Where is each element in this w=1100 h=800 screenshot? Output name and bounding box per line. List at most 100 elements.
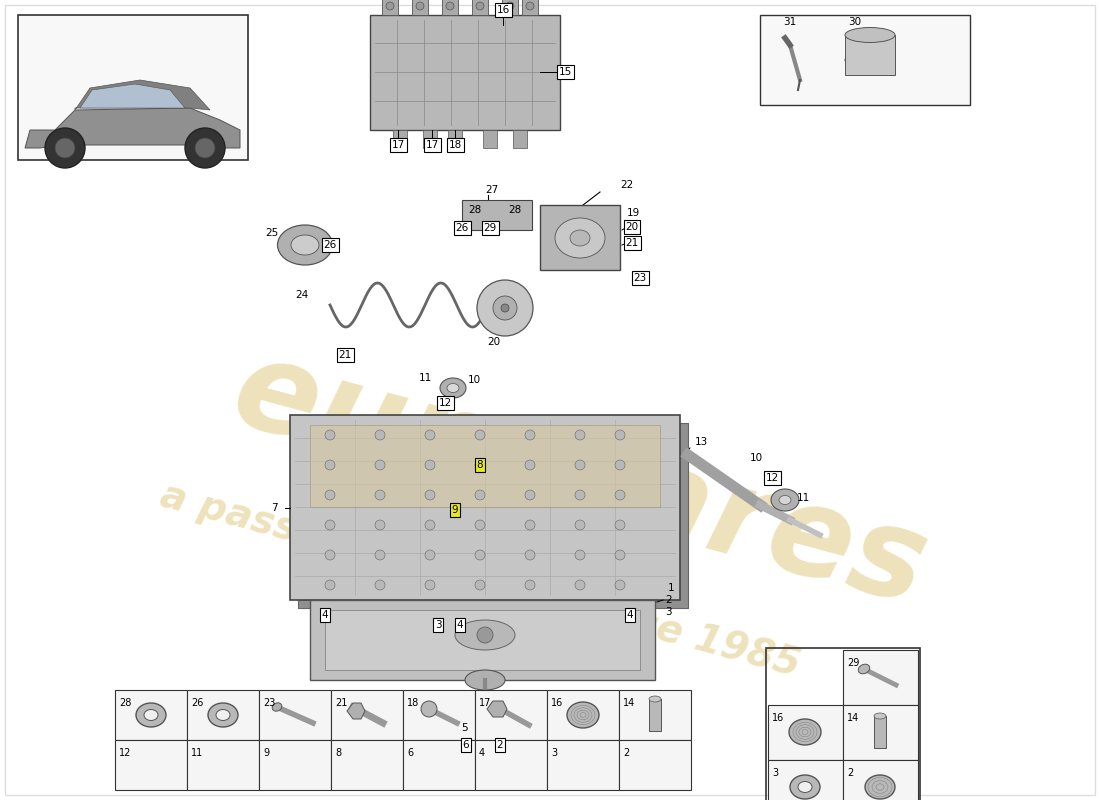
Bar (547, 740, 619, 790)
Ellipse shape (865, 775, 895, 799)
Circle shape (525, 520, 535, 530)
Text: 4: 4 (321, 610, 328, 620)
Bar (874, 716, 886, 748)
Bar (760, 15, 970, 105)
Text: 21: 21 (336, 698, 348, 708)
Circle shape (575, 490, 585, 500)
Bar (18, 15, 248, 160)
Text: 14: 14 (623, 698, 636, 708)
Text: 9: 9 (452, 505, 459, 515)
Text: 31: 31 (783, 17, 796, 27)
Bar (619, 690, 691, 740)
Circle shape (324, 490, 336, 500)
Text: 28: 28 (508, 205, 521, 215)
Text: 18: 18 (449, 140, 462, 150)
Bar (331, 690, 403, 740)
Ellipse shape (477, 707, 493, 733)
Circle shape (615, 460, 625, 470)
Text: 20: 20 (487, 337, 500, 347)
Text: 29: 29 (483, 223, 496, 233)
Circle shape (324, 520, 336, 530)
Text: 3: 3 (551, 748, 557, 758)
Text: 3: 3 (666, 607, 672, 617)
Ellipse shape (144, 710, 158, 721)
Circle shape (525, 550, 535, 560)
Circle shape (575, 550, 585, 560)
Circle shape (475, 430, 485, 440)
Bar (370, 15, 560, 130)
Circle shape (375, 580, 385, 590)
Bar (845, 35, 895, 75)
Bar (258, 740, 331, 790)
Text: 16: 16 (551, 698, 563, 708)
Bar (324, 610, 640, 670)
Circle shape (425, 460, 435, 470)
Ellipse shape (566, 702, 600, 728)
Text: 8: 8 (476, 460, 483, 470)
Text: 28: 28 (469, 205, 482, 215)
Text: a passion for parts since 1985: a passion for parts since 1985 (156, 476, 804, 684)
Bar (310, 425, 660, 507)
Text: 3: 3 (772, 768, 778, 778)
Circle shape (615, 550, 625, 560)
Circle shape (475, 520, 485, 530)
Circle shape (45, 128, 85, 168)
Bar (442, 0, 458, 15)
Text: 26: 26 (455, 223, 469, 233)
Circle shape (185, 128, 226, 168)
Text: 9: 9 (263, 748, 270, 758)
Polygon shape (487, 701, 507, 717)
Bar (310, 600, 654, 680)
Text: 12: 12 (766, 473, 779, 483)
Circle shape (55, 138, 75, 158)
Bar (290, 415, 680, 600)
Bar (382, 0, 398, 15)
Text: 20: 20 (626, 222, 639, 232)
Bar (540, 205, 620, 270)
Bar (187, 690, 258, 740)
Bar (472, 0, 488, 15)
Bar (187, 740, 258, 790)
Circle shape (575, 460, 585, 470)
Circle shape (493, 296, 517, 320)
Text: 24: 24 (295, 290, 308, 300)
Text: 23: 23 (263, 698, 275, 708)
Text: 2: 2 (847, 768, 854, 778)
Ellipse shape (798, 782, 812, 793)
Ellipse shape (845, 27, 895, 42)
Text: 10: 10 (750, 453, 763, 463)
Bar (502, 0, 518, 15)
Bar (768, 760, 843, 800)
Bar (462, 200, 532, 230)
Bar (424, 130, 437, 148)
Ellipse shape (858, 664, 870, 674)
Circle shape (615, 580, 625, 590)
Text: 14: 14 (847, 713, 859, 723)
Ellipse shape (570, 230, 590, 246)
Bar (513, 130, 527, 148)
Circle shape (416, 2, 424, 10)
Circle shape (446, 2, 454, 10)
Text: 2: 2 (666, 595, 672, 605)
Bar (298, 423, 688, 608)
Text: 3: 3 (434, 620, 441, 630)
Ellipse shape (845, 53, 895, 67)
Text: 12: 12 (439, 398, 452, 408)
Bar (522, 0, 538, 15)
Bar (843, 760, 918, 800)
Ellipse shape (649, 696, 661, 702)
Circle shape (386, 2, 394, 10)
Bar (483, 130, 497, 148)
Text: 28: 28 (119, 698, 131, 708)
Bar (475, 690, 547, 740)
Text: 5: 5 (461, 723, 468, 733)
Ellipse shape (874, 713, 886, 719)
Circle shape (526, 2, 534, 10)
Text: 7: 7 (272, 503, 278, 513)
Text: 17: 17 (426, 140, 439, 150)
Text: 2: 2 (623, 748, 629, 758)
Bar (843, 705, 918, 760)
Circle shape (425, 520, 435, 530)
Circle shape (425, 550, 435, 560)
Bar (475, 740, 547, 790)
